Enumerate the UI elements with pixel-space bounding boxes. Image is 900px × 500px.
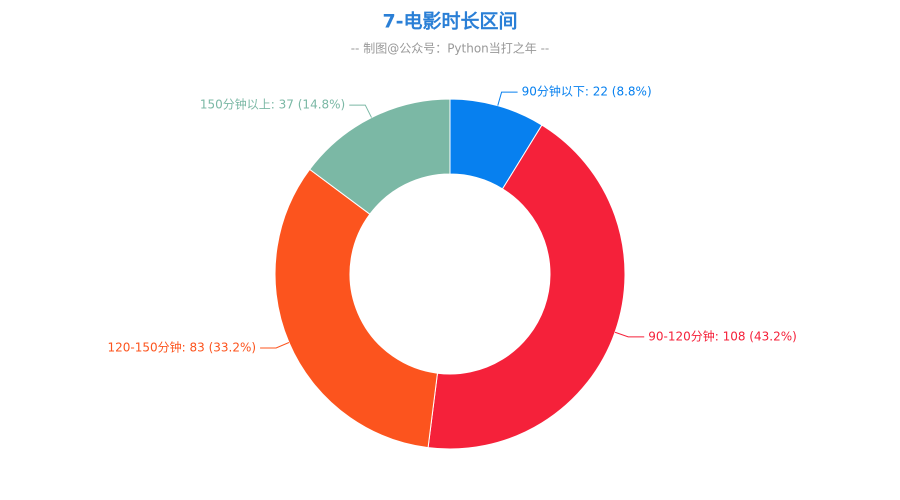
- chart-title: 7-电影时长区间: [382, 10, 517, 33]
- data-label: 150分钟以上: 37 (14.8%): [200, 97, 345, 112]
- leader-line: [349, 104, 372, 118]
- slice: [309, 98, 451, 215]
- data-label: 90分钟以下: 22 (8.8%): [522, 84, 652, 99]
- slice: [427, 124, 626, 450]
- leader-line: [614, 331, 645, 338]
- leader-line: [497, 91, 518, 106]
- leader-line: [260, 342, 290, 349]
- slice: [274, 168, 439, 449]
- data-label: 90-120分钟: 108 (43.2%): [648, 328, 797, 343]
- data-label: 120-150分钟: 83 (33.2%): [107, 339, 256, 354]
- chart-subtitle: -- 制图@公众号：Python当打之年 --: [351, 42, 550, 56]
